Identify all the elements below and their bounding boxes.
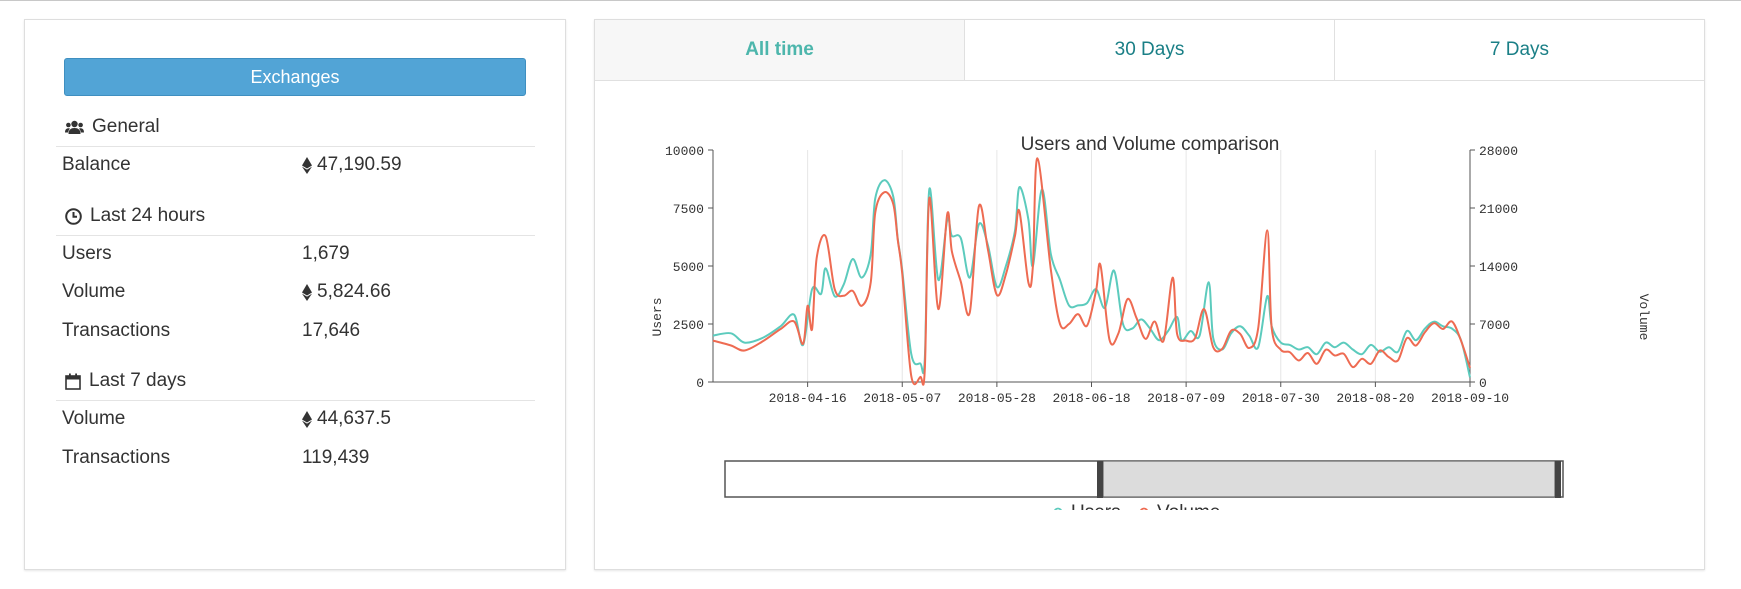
chart-legend: Users Volume	[1049, 502, 1220, 510]
legend-users-label: Users	[1071, 502, 1121, 510]
tab-7-days[interactable]: 7 Days	[1489, 39, 1550, 60]
y-right-tick-label: 0	[1479, 376, 1487, 391]
divider	[56, 235, 535, 236]
transactions-24h-value: 17,646	[302, 320, 361, 341]
exchanges-button[interactable]: Exchanges	[64, 58, 526, 96]
legend-item-users[interactable]: Users	[1049, 502, 1121, 510]
series-line-volume	[712, 157, 1471, 386]
last7-heading: Last 7 days	[89, 370, 187, 391]
legend-volume-marker	[1140, 507, 1148, 510]
range-tabs: All time 30 Days 7 Days	[595, 20, 1704, 81]
volume-7d-value-group: 44,637.5	[302, 408, 391, 430]
tab-30-days[interactable]: 30 Days	[965, 20, 1335, 80]
legend-users-marker	[1054, 507, 1062, 510]
divider	[56, 400, 535, 401]
general-heading: General	[92, 116, 160, 137]
legend-item-volume[interactable]: Volume	[1135, 502, 1220, 510]
chart-axes: 2018-04-16 2018-05-07 2018-05-28 2018-06-18…	[665, 144, 1518, 406]
last24-heading: Last 24 hours	[90, 205, 206, 226]
y-left-tick-label: 7500	[673, 202, 704, 217]
transactions-7d-label: Transactions	[62, 447, 171, 468]
chart-series	[712, 157, 1471, 386]
range-slider[interactable]	[724, 460, 1564, 498]
balance-label: Balance	[62, 154, 131, 175]
chart-grid	[807, 150, 1471, 382]
users-label: Users	[62, 243, 112, 264]
clock-icon	[65, 207, 82, 225]
x-tick-label: 2018-05-28	[958, 391, 1036, 406]
y-right-axis-label: Volume	[1636, 294, 1651, 341]
y-right-tick-label: 28000	[1479, 144, 1518, 159]
last7-section-heading: Last 7 days	[65, 370, 186, 392]
y-left-tick-label: 2500	[673, 318, 704, 333]
stats-panel: Exchanges General Balance 47,190.59 Last…	[24, 19, 566, 570]
volume-24h-label: Volume	[62, 281, 126, 302]
x-tick-label: 2018-06-18	[1052, 391, 1130, 406]
y-right-tick-label: 21000	[1479, 202, 1518, 217]
x-tick-label: 2018-08-20	[1336, 391, 1414, 406]
ethereum-icon	[302, 410, 312, 428]
ethereum-icon	[302, 283, 312, 301]
range-slider-left-handle[interactable]	[1097, 461, 1103, 498]
general-section-heading: General	[65, 116, 160, 138]
volume-24h-value: 5,824.66	[317, 281, 391, 302]
chart-panel: All time 30 Days 7 Days Users and Volume…	[594, 19, 1705, 570]
legend-volume-label: Volume	[1157, 502, 1220, 510]
x-tick-label: 2018-07-09	[1147, 391, 1225, 406]
chart-title: Users and Volume comparison	[1021, 134, 1280, 155]
x-tick-label: 2018-09-10	[1431, 391, 1509, 406]
users-value: 1,679	[302, 243, 350, 264]
y-left-tick-label: 10000	[665, 144, 704, 159]
divider	[56, 146, 535, 147]
users-icon	[65, 120, 84, 134]
x-tick-label: 2018-04-16	[769, 391, 847, 406]
x-tick-label: 2018-07-30	[1242, 391, 1320, 406]
calendar-icon	[65, 373, 81, 390]
y-left-axis-label: Users	[650, 297, 665, 336]
top-border	[0, 0, 1741, 1]
balance-value: 47,190.59	[317, 154, 402, 175]
y-left-tick-label: 5000	[673, 260, 704, 275]
transactions-24h-label: Transactions	[62, 320, 171, 341]
transactions-7d-value: 119,439	[302, 447, 370, 468]
y-left-tick-label: 0	[696, 376, 704, 391]
volume-7d-value: 44,637.5	[317, 408, 391, 429]
tab-all-time[interactable]: All time	[595, 20, 965, 80]
balance-value-group: 47,190.59	[302, 154, 402, 176]
series-line-users	[712, 179, 1471, 378]
users-volume-chart: Users and Volume comparison 2018-04-16 20…	[650, 134, 1651, 510]
volume-7d-label: Volume	[62, 408, 126, 429]
ethereum-icon	[302, 156, 312, 174]
y-right-tick-label: 7000	[1479, 318, 1510, 333]
x-tick-label: 2018-05-07	[863, 391, 941, 406]
volume-24h-value-group: 5,824.66	[302, 281, 391, 303]
range-slider-selection[interactable]	[1102, 460, 1556, 498]
range-slider-right-handle[interactable]	[1555, 461, 1561, 498]
last24-section-heading: Last 24 hours	[65, 205, 205, 227]
y-right-tick-label: 14000	[1479, 260, 1518, 275]
